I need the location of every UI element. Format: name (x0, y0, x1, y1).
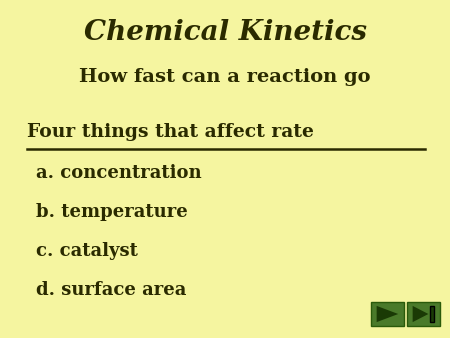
Text: Four things that affect rate: Four things that affect rate (27, 123, 314, 141)
Text: Chemical Kinetics: Chemical Kinetics (84, 19, 366, 46)
Polygon shape (413, 306, 428, 322)
Text: c. catalyst: c. catalyst (36, 242, 138, 260)
FancyBboxPatch shape (430, 306, 434, 322)
Text: b. temperature: b. temperature (36, 203, 188, 221)
FancyBboxPatch shape (371, 302, 404, 326)
Text: a. concentration: a. concentration (36, 164, 202, 182)
FancyBboxPatch shape (407, 302, 440, 326)
Text: d. surface area: d. surface area (36, 281, 186, 298)
Polygon shape (377, 306, 398, 322)
Text: How fast can a reaction go: How fast can a reaction go (79, 68, 371, 86)
